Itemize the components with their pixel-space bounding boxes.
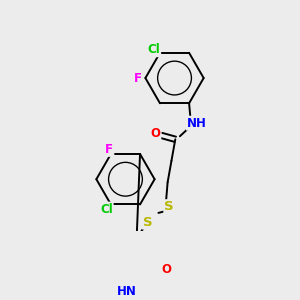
Text: NH: NH [187, 117, 207, 130]
Text: S: S [164, 200, 174, 213]
Text: O: O [150, 128, 161, 140]
Text: S: S [143, 216, 152, 229]
Text: F: F [134, 71, 142, 85]
Text: O: O [162, 263, 172, 276]
Text: Cl: Cl [100, 202, 113, 216]
Text: HN: HN [117, 285, 137, 298]
Text: Cl: Cl [148, 43, 160, 56]
Text: F: F [105, 143, 113, 156]
